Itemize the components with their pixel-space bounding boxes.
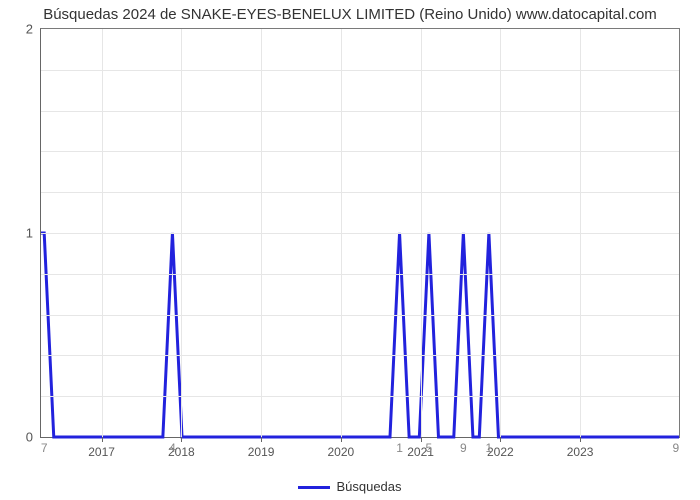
grid-line-v [261, 29, 262, 437]
grid-line-h-minor [41, 315, 679, 316]
x-tick [421, 437, 422, 442]
chart-container: Búsquedas 2024 de SNAKE-EYES-BENELUX LIM… [0, 0, 700, 500]
spike-label: 7 [41, 441, 48, 455]
y-tick-label: 1 [26, 226, 33, 241]
series-line [41, 233, 679, 437]
grid-line-h-minor [41, 355, 679, 356]
spike-label: 1 [396, 441, 403, 455]
chart-title: Búsquedas 2024 de SNAKE-EYES-BENELUX LIM… [0, 6, 700, 23]
x-tick-label: 2020 [328, 445, 355, 459]
grid-line-h-minor [41, 70, 679, 71]
x-tick-label: 2019 [248, 445, 275, 459]
x-tick [341, 437, 342, 442]
grid-line-h [41, 233, 679, 234]
x-tick [261, 437, 262, 442]
legend-label: Búsquedas [336, 479, 401, 494]
plot-area: 01220172018201920202021202220237415919 [40, 28, 680, 438]
spike-label: 4 [169, 441, 176, 455]
grid-line-v [500, 29, 501, 437]
grid-line-h-minor [41, 396, 679, 397]
grid-line-v [341, 29, 342, 437]
y-tick-label: 0 [26, 430, 33, 445]
x-tick [181, 437, 182, 442]
x-tick-label: 2017 [88, 445, 115, 459]
grid-line-h-minor [41, 111, 679, 112]
grid-line-h-minor [41, 274, 679, 275]
spike-label: 9 [460, 441, 467, 455]
grid-line-h-minor [41, 192, 679, 193]
grid-line-v [421, 29, 422, 437]
grid-line-v [102, 29, 103, 437]
spike-label: 1 [486, 441, 493, 455]
spike-label: 9 [672, 441, 679, 455]
grid-line-v [181, 29, 182, 437]
x-tick [102, 437, 103, 442]
grid-line-h-minor [41, 151, 679, 152]
x-tick [500, 437, 501, 442]
y-tick-label: 2 [26, 22, 33, 37]
x-tick-label: 2023 [567, 445, 594, 459]
legend-line [298, 486, 330, 489]
x-tick [580, 437, 581, 442]
legend: Búsquedas [0, 479, 700, 494]
spike-label: 5 [426, 441, 433, 455]
grid-line-v [580, 29, 581, 437]
